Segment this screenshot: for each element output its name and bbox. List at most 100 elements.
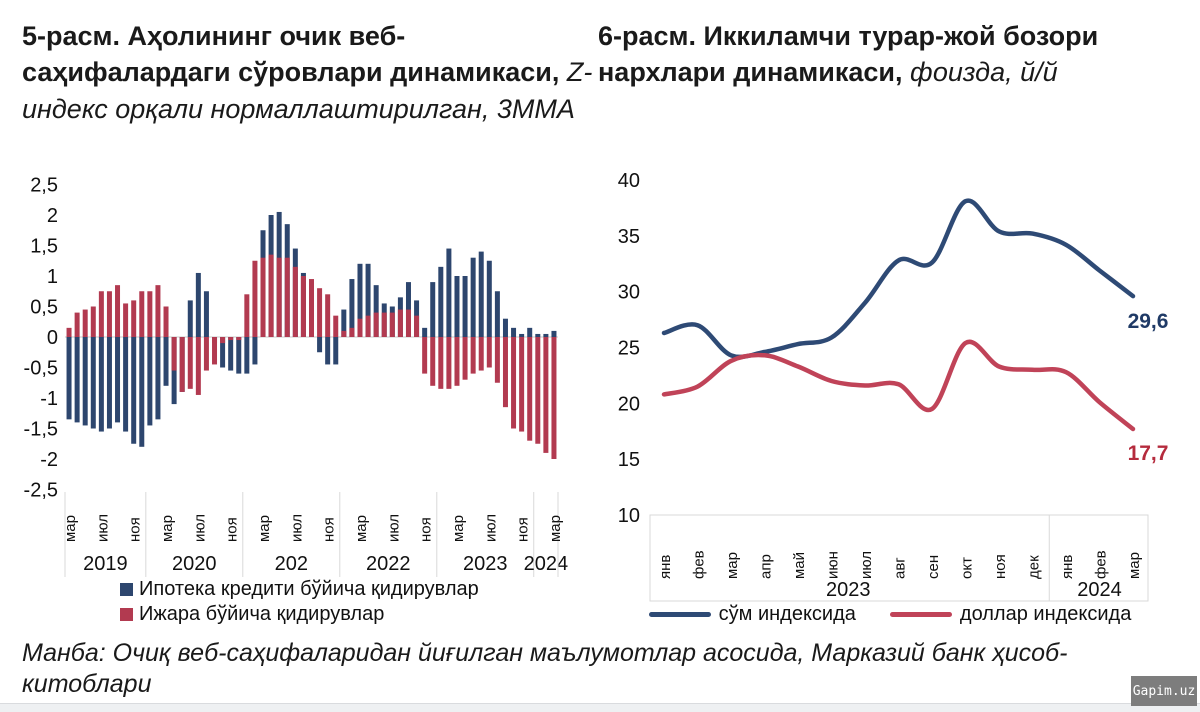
rent-legend-label: Ижара бўйича қидирувлар	[139, 602, 385, 625]
bar	[422, 337, 428, 374]
y-tick-label: 35	[618, 226, 640, 248]
month-tick-label: июл	[288, 514, 305, 542]
bar	[284, 257, 290, 337]
month-tick-label: июн	[825, 551, 842, 579]
bar	[115, 285, 121, 337]
bar	[163, 337, 169, 386]
year-label: 2019	[83, 553, 128, 575]
bar	[502, 318, 508, 337]
fig6-title-italic: фоизда, й/й	[902, 57, 1058, 88]
month-tick-label: июл	[94, 514, 111, 542]
bar	[543, 337, 549, 453]
bar	[470, 337, 476, 374]
fig5-y-axis: 2,5 2 1,5 1 0,5 0 -0,5 -1 -1,5 -2 -2,5	[24, 175, 58, 502]
fig6-title-bold: 6-расм. Иккиламчи турар-жой бозори нархл…	[598, 21, 1099, 88]
bar	[446, 337, 452, 389]
bar	[228, 337, 234, 341]
y-tick-label: 15	[618, 449, 640, 471]
y-tick-label: 20	[618, 393, 640, 415]
bar	[397, 309, 403, 337]
month-tick-label: июл	[482, 514, 499, 542]
bar	[494, 291, 500, 337]
bar	[179, 337, 185, 392]
bar	[106, 291, 112, 337]
bar	[381, 312, 387, 337]
bar	[203, 337, 209, 371]
bar	[430, 282, 436, 337]
bar	[551, 330, 557, 337]
y-tick-label: 1	[47, 266, 58, 288]
y-tick-label: -2	[40, 449, 58, 471]
month-tick-label: мар	[353, 515, 370, 542]
y-tick-label: -1	[40, 388, 58, 410]
bar	[357, 263, 363, 337]
bar	[414, 315, 420, 337]
watermark-badge: Gapim.uz	[1131, 676, 1197, 706]
bar	[155, 337, 161, 420]
month-tick-label: сен	[925, 555, 942, 579]
y-tick-label: -2,5	[24, 480, 58, 502]
bar	[357, 318, 363, 337]
bar	[66, 327, 72, 337]
month-tick-label: фев	[1093, 550, 1110, 579]
bar	[195, 272, 201, 337]
bars-rent	[66, 254, 557, 459]
month-tick-label: ноя	[515, 517, 532, 542]
sum-index-legend-label: сўм индексида	[718, 603, 856, 625]
bar	[365, 263, 371, 337]
y-tick-label: 0	[47, 327, 58, 349]
bar	[260, 257, 266, 337]
bar	[543, 333, 549, 337]
bar	[511, 337, 517, 429]
fig5-legend-item-mortgage: Ипотека кредити бўйича қидирувлар	[120, 577, 479, 601]
x-label-box	[649, 514, 1149, 602]
bar	[494, 337, 500, 383]
bar	[422, 327, 428, 337]
month-tick-label: мар	[256, 515, 273, 542]
month-tick-label: мар	[1126, 552, 1143, 579]
bar	[123, 337, 129, 432]
bar	[228, 337, 234, 371]
month-tick-label: мар	[450, 515, 467, 542]
bar	[365, 315, 371, 337]
year-label: 2020	[172, 553, 217, 575]
bar	[325, 294, 331, 337]
bar	[147, 337, 153, 426]
bar	[139, 337, 145, 447]
month-tick-label: апр	[758, 554, 775, 579]
year-label: 2023	[463, 553, 508, 575]
bar	[527, 327, 533, 337]
month-tick-label: янв	[1059, 555, 1076, 579]
mortgage-legend-swatch	[120, 582, 133, 596]
bar	[389, 312, 395, 337]
sum-index-legend-swatch	[648, 612, 711, 617]
y-tick-label: 30	[618, 282, 640, 304]
month-tick-label: янв	[657, 555, 674, 579]
bar	[74, 337, 80, 423]
y-tick-label: 0,5	[30, 297, 58, 319]
bar	[519, 337, 525, 432]
month-tick-label: ноя	[418, 517, 435, 542]
bar	[405, 309, 411, 337]
bar	[470, 257, 476, 337]
y-tick-label: 25	[618, 338, 640, 360]
bar	[454, 276, 460, 337]
y-tick-label: 1,5	[30, 236, 58, 258]
bar	[147, 291, 153, 337]
month-tick-label: авг	[892, 557, 909, 579]
month-tick-label: мар	[724, 552, 741, 579]
bar	[187, 337, 193, 389]
bar	[155, 285, 161, 337]
mortgage-legend-label: Ипотека кредити бўйича қидирувлар	[139, 577, 479, 600]
bar	[90, 306, 96, 337]
line-dollar-index	[661, 339, 1136, 432]
month-tick-label: июл	[191, 514, 208, 542]
dollar-index-legend-swatch	[889, 612, 952, 617]
y-tick-label: 2	[47, 205, 58, 227]
bar	[333, 337, 339, 365]
bar	[90, 337, 96, 429]
bar	[535, 337, 541, 444]
bar	[341, 309, 347, 337]
bar	[317, 337, 323, 353]
